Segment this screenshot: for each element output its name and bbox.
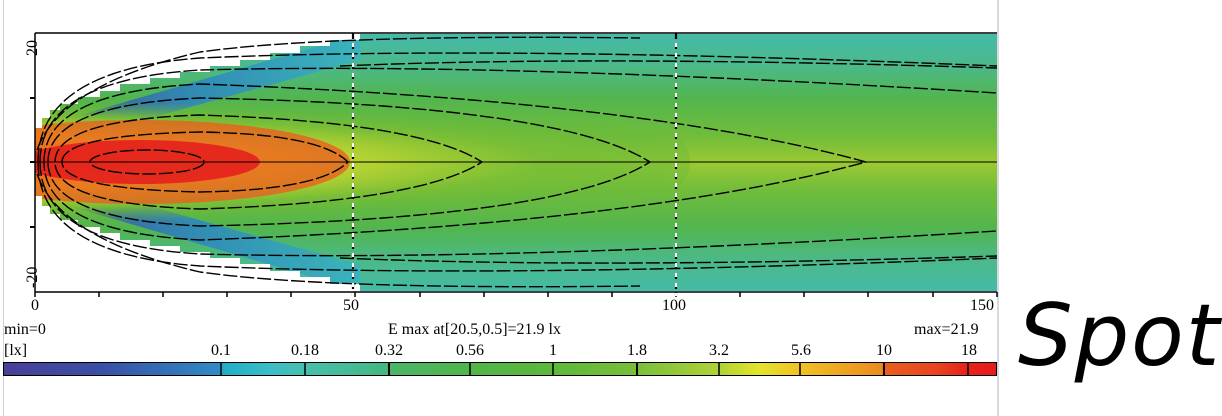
- colorbar-label: 0.1: [211, 342, 231, 359]
- colorbar: [3, 362, 997, 376]
- colorbar-label: 0.18: [291, 342, 319, 359]
- x-tick-label-0: 0: [31, 297, 39, 314]
- colorbar-label: 5.6: [791, 342, 811, 359]
- y-ticks: [30, 97, 35, 228]
- y-tick-label-bottom: -20: [24, 266, 41, 288]
- colorbar-label: 10: [876, 342, 892, 359]
- min-label: min=0: [4, 321, 46, 338]
- x-tick-label-50: 50: [343, 297, 359, 314]
- illuminance-heatmap: [30, 32, 998, 297]
- y-tick-label-top: 20: [24, 40, 41, 56]
- colorbar-label: 3.2: [709, 342, 729, 359]
- colorbar-label: 18: [961, 342, 977, 359]
- right-border: [997, 0, 999, 416]
- max-label: max=21.9: [914, 321, 979, 338]
- colorbar-label: 1: [549, 342, 557, 359]
- chart-title: E max at[20.5,0.5]=21.9 lx: [388, 321, 561, 338]
- x-tick-label-150: 150: [970, 297, 994, 314]
- colorbar-unit-label: [lx]: [4, 342, 28, 359]
- colorbar-label: 0.32: [375, 342, 403, 359]
- x-tick-label-100: 100: [662, 297, 686, 314]
- left-border: [3, 0, 4, 416]
- colorbar-label: 0.56: [456, 342, 484, 359]
- reference-lines: [351, 33, 678, 296]
- colorbar-label: 1.8: [627, 342, 647, 359]
- spot-label: Spot: [1018, 286, 1222, 386]
- x-ticks: [34, 292, 998, 297]
